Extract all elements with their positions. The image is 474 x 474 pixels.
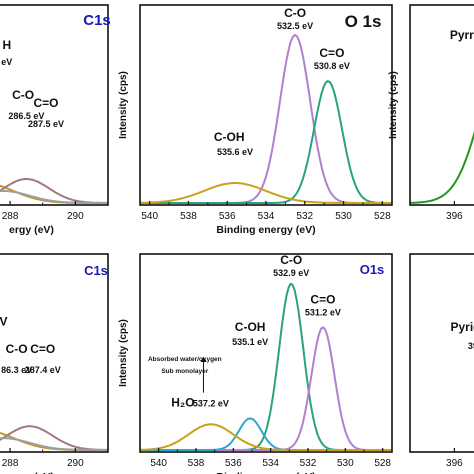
- x-tick-label: 528: [374, 458, 391, 469]
- x-axis-label: Binding energy (eV): [216, 224, 315, 236]
- chart-panel-bottom-left: 288 290 ergy (eV) C1s V C-O 86.3 eV C=O 287.4 eV: [0, 253, 109, 474]
- peak-annotation: 286.5 eV: [8, 111, 44, 121]
- chart-panel-bottom-middle: 540 538 536 534 532 530 528 Binding energy (eV)…: [118, 253, 393, 474]
- series-line-1: [410, 130, 474, 204]
- x-tick-label: 288: [2, 211, 19, 222]
- x-tick-label: 534: [258, 211, 275, 222]
- x-tick-label: 532: [296, 211, 313, 222]
- panel-title: C1s: [83, 12, 111, 29]
- plot-frame: [0, 4, 109, 206]
- x-tick-label: 540: [150, 458, 167, 469]
- peak-annotation: eV: [1, 57, 12, 67]
- panel-title: C1s: [84, 263, 108, 278]
- chart-panel-top-left: 288 290 ergy (eV) C1s HeV C-O 286.5 eVC=O 287.5…: [0, 4, 111, 236]
- series-line-3: [140, 182, 392, 204]
- peak-annotation: C-O: [12, 88, 34, 102]
- x-tick-label: 538: [180, 211, 197, 222]
- peak-annotation: C=O: [319, 46, 344, 60]
- series-line-2: [0, 425, 108, 451]
- series-line-2: [140, 79, 392, 204]
- x-tick-label: 290: [67, 458, 84, 469]
- series-line-1: [0, 431, 108, 451]
- peak-annotation: Sub monolayer: [161, 368, 208, 375]
- peak-annotation: Pyrid: [450, 320, 474, 334]
- series-line-3: [140, 417, 392, 451]
- peak-annotation: 530.8 eV: [314, 61, 350, 71]
- peak-annotation: V: [0, 314, 8, 328]
- peak-annotation: C-O: [6, 342, 28, 356]
- x-axis-label: ergy (eV): [9, 224, 54, 236]
- x-axis-label: Binding energy (eV): [216, 471, 315, 474]
- peak-annotation: 532.9 eV: [273, 268, 309, 278]
- plot-frame: [409, 4, 474, 206]
- peak-annotation: 39: [468, 341, 474, 351]
- peak-annotation: C=O: [30, 342, 55, 356]
- peak-annotation: 86.3 eV: [1, 365, 32, 375]
- y-axis-label: Intensity (cps): [118, 71, 129, 139]
- series-line-4: [140, 423, 392, 451]
- chart-panel-bottom-right: 396 Pyrid 39: [409, 253, 474, 469]
- chart-panel-top-middle: 540 538 536 534 532 530 528 Binding energy (eV)…: [118, 4, 393, 236]
- x-axis-label: ergy (eV): [9, 471, 54, 474]
- x-tick-label: 396: [446, 458, 463, 469]
- plot-frame: [409, 253, 474, 453]
- series-line-1: [140, 282, 392, 451]
- panel-title: O 1s: [345, 12, 382, 31]
- chart-panel-top-right: 396 Intensity (cps) Pyrro: [388, 4, 474, 222]
- peak-annotation: C=O: [310, 293, 335, 307]
- peak-annotation: 535.6 eV: [217, 147, 253, 157]
- peak-annotation: 532.5 eV: [277, 21, 313, 31]
- x-tick-label: 534: [262, 458, 279, 469]
- x-tick-label: 528: [374, 211, 391, 222]
- series-line-3: [0, 437, 108, 451]
- plot-frame: [139, 253, 393, 453]
- peak-annotation: C-O: [284, 6, 306, 20]
- plot-frame: [0, 253, 109, 453]
- peak-annotation: Pyrro: [450, 28, 474, 42]
- x-tick-label: 530: [335, 211, 352, 222]
- peak-annotation: 531.2 eV: [305, 307, 341, 317]
- peak-annotation: C-OH: [214, 130, 245, 144]
- y-axis-label: Intensity (cps): [388, 71, 399, 139]
- x-tick-label: 396: [446, 211, 463, 222]
- x-tick-label: 536: [219, 211, 236, 222]
- peak-annotation: Absorbed water/oxygen: [148, 356, 222, 363]
- series-line-1: [140, 33, 392, 204]
- series-line-3: [0, 190, 108, 204]
- x-tick-label: 290: [67, 211, 84, 222]
- peak-annotation: C-OH: [235, 320, 266, 334]
- annotation-arrow-head: [200, 356, 207, 362]
- x-tick-label: 538: [188, 458, 205, 469]
- series-line-2: [0, 178, 108, 204]
- x-tick-label: 532: [300, 458, 317, 469]
- peak-annotation: C-O: [280, 253, 302, 267]
- y-axis-label: Intensity (cps): [118, 319, 129, 387]
- peak-annotation: 287.5 eV: [28, 119, 64, 129]
- peak-annotation: 287.4 eV: [25, 365, 61, 375]
- peak-annotation: 535.1 eV: [232, 337, 268, 347]
- series-line-1: [0, 184, 108, 204]
- peak-annotation: H₂O: [171, 395, 194, 409]
- x-tick-label: 288: [2, 458, 19, 469]
- x-tick-label: 530: [337, 458, 354, 469]
- peak-annotation: H: [2, 38, 11, 52]
- peak-annotation: C=O: [33, 96, 58, 110]
- x-tick-label: 540: [141, 211, 158, 222]
- panel-title: O1s: [360, 262, 385, 277]
- x-tick-label: 536: [225, 458, 242, 469]
- peak-annotation: 537.2 eV: [193, 398, 229, 408]
